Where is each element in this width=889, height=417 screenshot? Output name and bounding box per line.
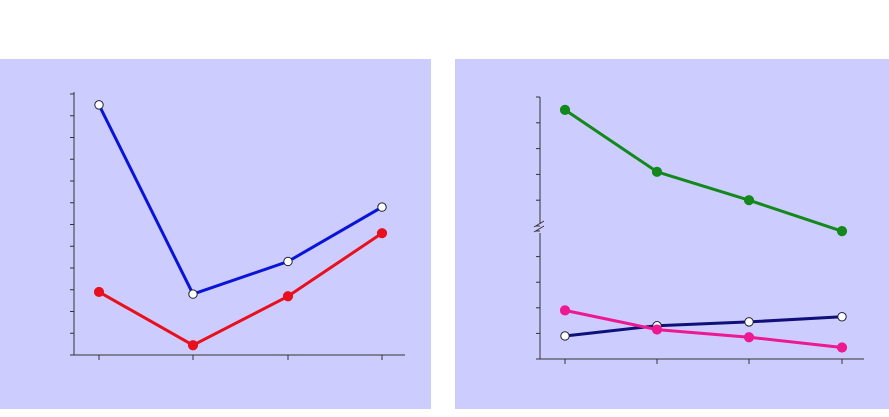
- axis-break-mark: [533, 225, 545, 233]
- series-line-navy: [564, 315, 843, 338]
- left-chart-panel: [0, 59, 431, 409]
- series-line-blue: [97, 104, 383, 296]
- data-point-navy-1: [560, 331, 570, 341]
- right-chart-panel: [455, 59, 889, 409]
- series-line-pink: [564, 308, 843, 349]
- data-point-blue-1: [94, 100, 104, 110]
- left-line-chart: [0, 59, 431, 409]
- data-point-red-3: [282, 291, 294, 302]
- series-line-green: [564, 108, 843, 233]
- data-point-red-1: [93, 286, 105, 298]
- data-point-navy-4: [837, 312, 847, 322]
- data-point-navy-3: [744, 317, 754, 327]
- data-point-pink-2: [651, 324, 663, 335]
- right-line-chart: [455, 59, 889, 409]
- plot-background: [455, 59, 889, 409]
- data-point-green-2: [651, 166, 663, 177]
- data-point-pink-1: [559, 305, 571, 316]
- data-point-green-4: [836, 226, 848, 237]
- data-point-green-1: [559, 104, 571, 116]
- data-point-pink-4: [836, 342, 848, 353]
- data-point-green-3: [743, 195, 755, 206]
- data-point-red-4: [376, 228, 388, 239]
- data-point-pink-3: [743, 332, 755, 343]
- plot-background: [0, 59, 431, 409]
- series-line-red: [98, 231, 383, 347]
- data-point-blue-4: [377, 202, 387, 212]
- data-point-blue-2: [188, 289, 198, 299]
- data-point-red-2: [187, 340, 199, 351]
- data-point-blue-3: [283, 256, 293, 267]
- axis-break-mark: [533, 220, 545, 228]
